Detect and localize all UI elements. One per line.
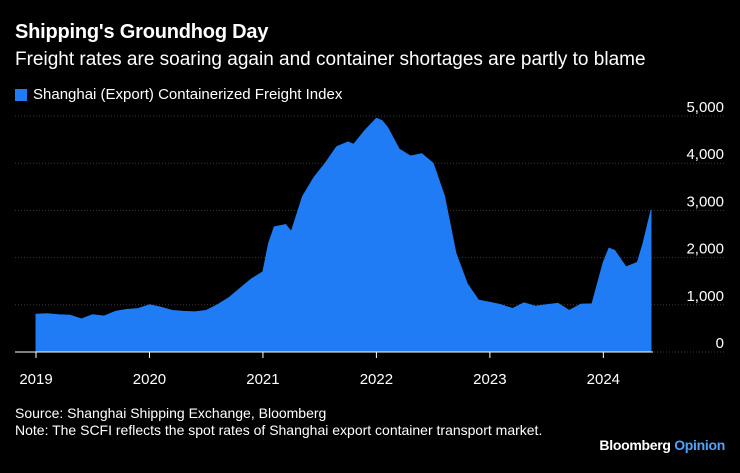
series-layer	[35, 117, 652, 353]
series-area	[35, 117, 652, 353]
x-axis: 2019 2020 2021 2022 2023 2024	[15, 351, 653, 388]
source-text: Source: Shanghai Shipping Exchange, Bloo…	[15, 405, 327, 421]
brand-logo: Bloomberg Opinion	[599, 437, 725, 453]
y-tick-label: 2,000	[686, 241, 724, 258]
y-tick-label: 1,000	[686, 288, 724, 305]
source-note: Source: Shanghai Shipping Exchange, Bloo…	[15, 405, 585, 439]
x-tick-label: 2021	[246, 371, 279, 388]
x-tick-label: 2024	[587, 371, 620, 388]
chart-title: Shipping's Groundhog Day	[15, 21, 269, 43]
note-text: Note: The SCFI reflects the spot rates o…	[15, 422, 543, 438]
legend-label: Shanghai (Export) Containerized Freight …	[33, 86, 343, 103]
y-tick-label: 4,000	[686, 146, 724, 163]
legend-swatch	[15, 88, 27, 101]
y-tick-label: 5,000	[686, 99, 724, 116]
brand-suffix: Opinion	[674, 437, 725, 453]
x-tick-label: 2020	[133, 371, 166, 388]
y-tick-label: 0	[716, 335, 724, 352]
x-tick-label: 2023	[473, 371, 506, 388]
x-tick-label: 2019	[19, 371, 52, 388]
x-tick-label: 2022	[360, 371, 393, 388]
y-tick-label: 3,000	[686, 193, 724, 210]
brand-name: Bloomberg	[599, 437, 671, 453]
chart-subtitle: Freight rates are soaring again and cont…	[15, 49, 646, 70]
y-axis: 0 1,000 2,000 3,000 4,000 5,000	[686, 99, 724, 352]
legend: Shanghai (Export) Containerized Freight …	[15, 86, 342, 103]
